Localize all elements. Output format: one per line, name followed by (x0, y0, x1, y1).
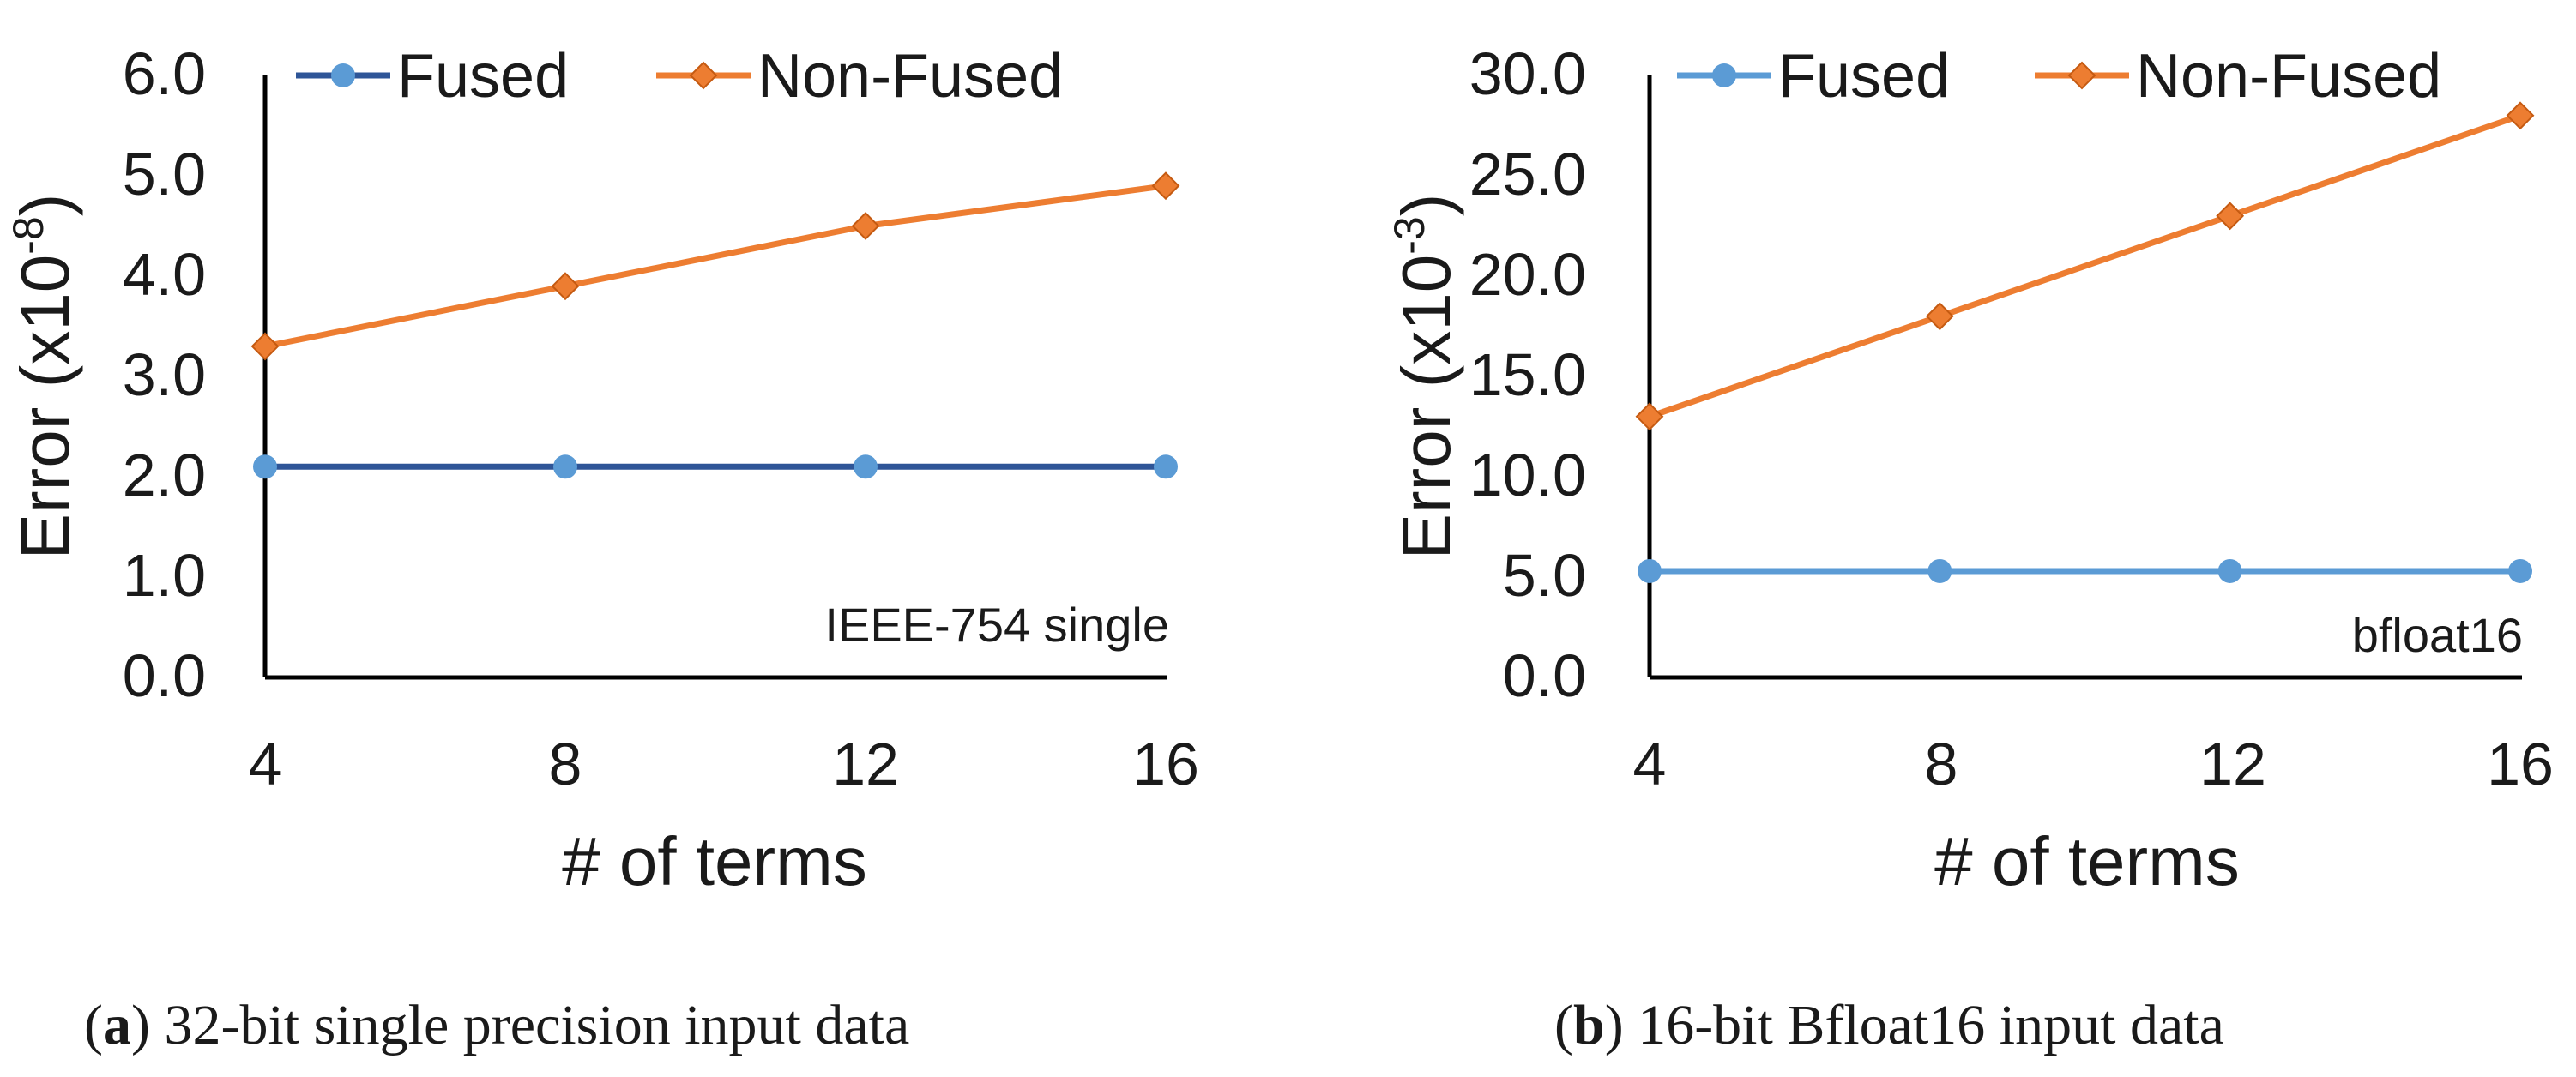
chart-a-point-fused (553, 454, 577, 479)
chart-b-y-tick: 30.0 (1469, 40, 1586, 107)
chart-b-legend-marker-fused (1712, 63, 1736, 87)
chart-b-axes (1647, 75, 2522, 680)
chart-b-y-tick: 5.0 (1503, 542, 1586, 609)
chart-a-point-fused (1154, 454, 1178, 479)
chart-a-legend-marker-nonfused (689, 61, 718, 90)
chart-a-point-fused (253, 454, 277, 479)
chart-a-y-tick: 3.0 (123, 341, 206, 408)
chart-a-x-tick: 16 (1132, 731, 1199, 797)
chart-b-point-fused (2217, 558, 2242, 583)
caption-b: (b) 16-bit Bfloat16 input data (1554, 994, 2224, 1056)
chart-a-x-tick: 8 (549, 731, 582, 797)
chart-b-x-tick: 16 (2487, 731, 2554, 797)
chart-a-y-tick: 4.0 (123, 241, 206, 308)
chart-b-point-nonfused (1925, 302, 1954, 331)
chart-a-x-tick: 4 (249, 731, 282, 797)
chart-b-legend-marker-nonfused (2067, 61, 2096, 90)
chart-b-y-title-close: ) (1388, 194, 1464, 217)
chart-b-point-nonfused (2506, 101, 2535, 130)
chart-a-annotation: IEEE-754 single (824, 598, 1169, 652)
chart-a-series-line-nonfused (264, 183, 1167, 350)
chart-a-legend-label-nonfused: Non-Fused (757, 42, 1063, 111)
chart-b-y-tick: 10.0 (1469, 442, 1586, 508)
chart-b-x-tick: 8 (1925, 731, 1958, 797)
chart-b-point-fused (1927, 558, 1952, 583)
chart-b-legend-label-fused: Fused (1778, 42, 1950, 111)
chart-b-annotation: bfloat16 (2352, 608, 2523, 662)
caption-b-text: 16-bit Bfloat16 input data (1623, 994, 2224, 1056)
chart-a-point-fused (854, 454, 878, 479)
chart-b-legend-label-nonfused: Non-Fused (2136, 42, 2441, 111)
chart-a-x-axis-title: # of terms (562, 823, 867, 900)
chart-b-y-tick: 0.0 (1503, 642, 1586, 709)
chart-a-plot-area (250, 171, 1180, 479)
chart-b-point-fused (2508, 558, 2532, 583)
chart-b-x-tick: 12 (2199, 731, 2266, 797)
chart-b-x-axis-title: # of terms (1934, 823, 2240, 900)
chart-a-point-nonfused (551, 272, 580, 301)
chart-a-y-axis-title: Error (x10-8) (4, 194, 83, 560)
chart-b-legend: Fused Non-Fused (1677, 42, 2441, 111)
chart-a-legend: Fused Non-Fused (296, 42, 1063, 111)
caption-b-letter: b (1572, 994, 1605, 1056)
chart-b-plot-area (1635, 101, 2535, 583)
chart-a-y-tick: 5.0 (123, 141, 206, 208)
chart-a-x-tick: 12 (832, 731, 899, 797)
chart-a-point-nonfused (1151, 171, 1180, 201)
chart-b-point-nonfused (1635, 402, 1664, 431)
chart-b-y-title-exp: -3 (1385, 216, 1433, 254)
chart-b-y-axis-title: Error (x10-3) (1385, 194, 1464, 560)
chart-a-y-title-close: ) (7, 194, 83, 217)
chart-a-y-tick: 2.0 (123, 442, 206, 508)
chart-b-series-line-nonfused (1648, 112, 2522, 420)
chart-a-axes (262, 75, 1167, 680)
chart-a-y-tick: 0.0 (123, 642, 206, 709)
chart-a-point-nonfused (851, 212, 880, 240)
chart-b-y-tick: 15.0 (1469, 341, 1586, 408)
caption-a-text: 32-bit single precision input data (149, 994, 910, 1056)
chart-a-y-title-main: Error (x10 (7, 255, 83, 560)
chart-b-y-tick: 20.0 (1469, 241, 1586, 308)
chart-a-point-nonfused (250, 332, 280, 361)
chart-b-x-tick: 4 (1633, 731, 1667, 797)
chart-b-y-title-main: Error (x10 (1388, 255, 1464, 560)
chart-a-y-tick: 6.0 (123, 40, 206, 107)
chart-b-point-fused (1638, 558, 1662, 583)
chart-a-legend-marker-fused (331, 63, 355, 87)
chart-a-y-tick: 1.0 (123, 542, 206, 609)
chart-a: 0.0 1.0 2.0 3.0 4.0 5.0 6.0 4 8 12 16 # … (4, 40, 1199, 900)
chart-a-legend-label-fused: Fused (397, 42, 569, 111)
chart-b-y-tick: 25.0 (1469, 141, 1586, 208)
chart-b-point-nonfused (2216, 202, 2245, 231)
caption-a-letter: a (102, 994, 131, 1056)
chart-b: 0.0 5.0 10.0 15.0 20.0 25.0 30.0 4 8 12 … (1385, 40, 2554, 900)
caption-a: (a) 32-bit single precision input data (84, 994, 910, 1056)
chart-a-y-title-exp: -8 (4, 216, 52, 254)
